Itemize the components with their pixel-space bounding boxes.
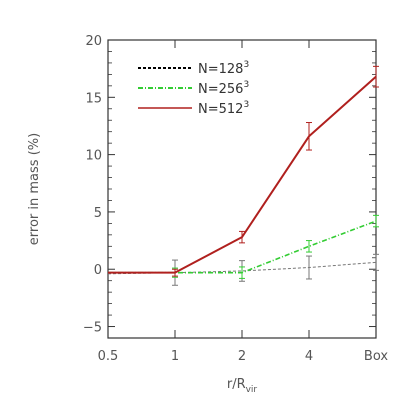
x-tick-label: 0.5 [98, 349, 119, 364]
x-tick-label: 2 [238, 349, 246, 364]
series-1 [107, 253, 379, 286]
y-axis-label: error in mass (%) [27, 133, 42, 245]
x-axis-label-sub: vir [246, 385, 258, 395]
legend-label-sup: 3 [243, 80, 249, 90]
series-layer [107, 65, 379, 286]
x-axis-label: r/Rvir [227, 377, 258, 395]
y-tick-label: 20 [85, 34, 102, 49]
y-tick-label: 0 [94, 263, 102, 278]
legend-label: N=5123 [198, 100, 249, 117]
x-axis-label-main: r/R [227, 377, 246, 392]
legend-label-sup: 3 [243, 60, 249, 70]
y-tick-label: 15 [85, 91, 102, 106]
y-tick-label: 5 [94, 206, 102, 221]
y-axis: −5 0 5 10 15 20 [83, 34, 376, 339]
y-tick-label: −5 [83, 321, 102, 336]
x-axis: 0.5 1 2 4 Box [98, 40, 388, 364]
legend-label-main: N=128 [198, 62, 243, 77]
y-tick-label: 10 [85, 149, 102, 164]
series-3 [108, 65, 379, 277]
x-tick-label: Box [364, 349, 388, 364]
series-2 [108, 214, 379, 279]
legend-label-main: N=512 [198, 102, 243, 117]
legend-label: N=2563 [198, 80, 249, 97]
legend-label-main: N=256 [198, 82, 243, 97]
legend-label-sup: 3 [243, 100, 249, 110]
x-tick-label: 4 [305, 349, 313, 364]
legend-label: N=1283 [198, 60, 249, 77]
x-tick-label: 1 [171, 349, 179, 364]
